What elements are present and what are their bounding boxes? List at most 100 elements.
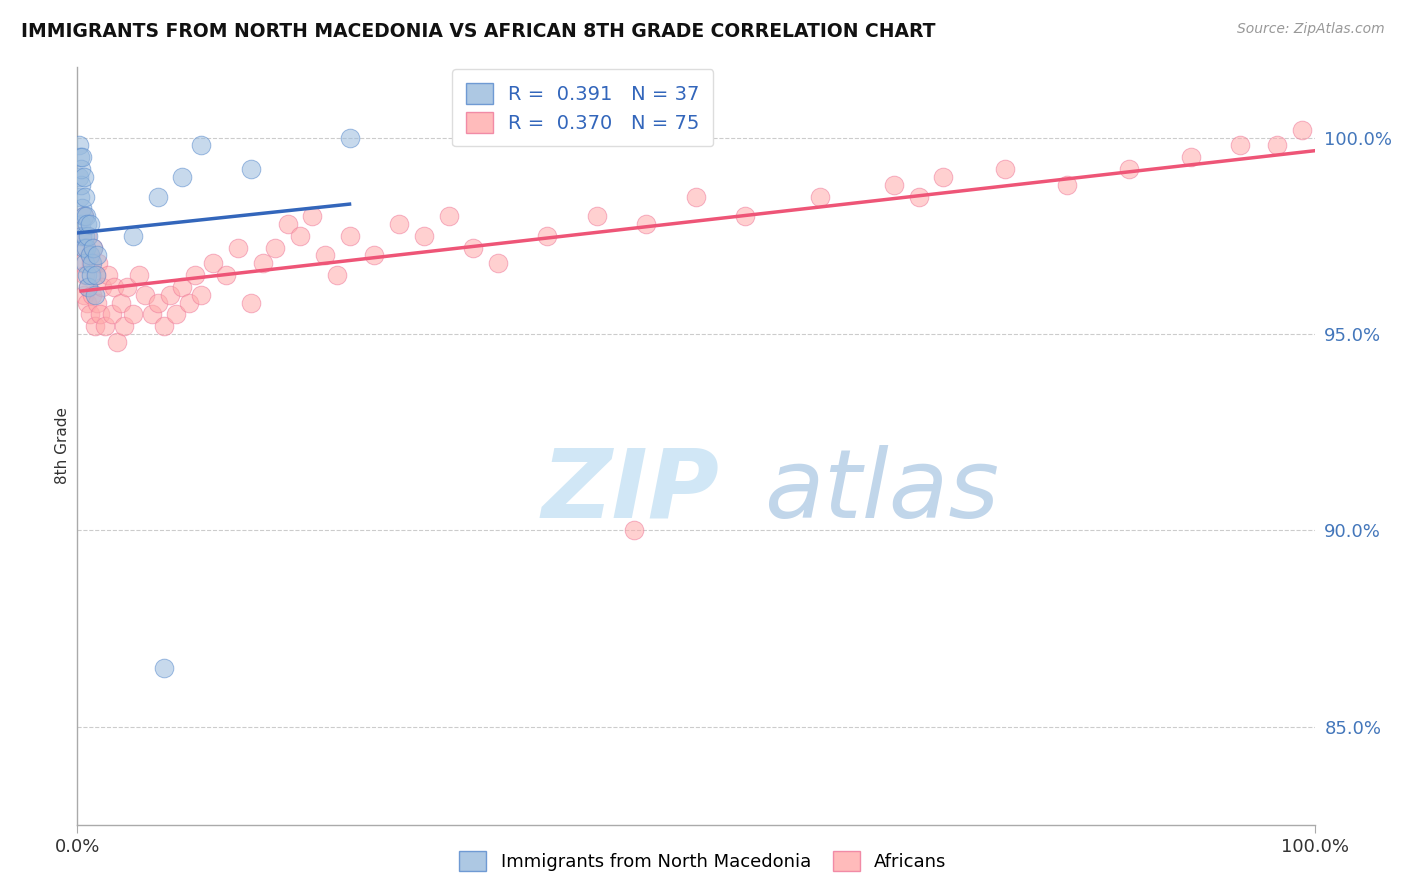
Point [388, 217, 411, 231]
Point [239, 295, 262, 310]
Point [190, 138, 212, 153]
Point [363, 248, 385, 262]
Point [190, 287, 212, 301]
Point [76, 295, 98, 310]
Text: IMMIGRANTS FROM NORTH MACEDONIA VS AFRICAN 8TH GRADE CORRELATION CHART: IMMIGRANTS FROM NORTH MACEDONIA VS AFRIC… [21, 22, 935, 41]
Point [69, 150, 91, 164]
Point [146, 189, 169, 203]
Point [73, 228, 96, 243]
Point [84, 268, 107, 282]
Point [339, 228, 361, 243]
Point [184, 268, 207, 282]
Point [87, 256, 110, 270]
Point [252, 256, 274, 270]
Legend: Immigrants from North Macedonia, Africans: Immigrants from North Macedonia, African… [453, 844, 953, 879]
Point [72, 169, 94, 184]
Point [486, 256, 509, 270]
Point [76, 217, 98, 231]
Point [177, 295, 200, 310]
Point [82, 256, 104, 270]
Point [883, 178, 905, 192]
Point [84, 268, 107, 282]
Point [586, 209, 609, 223]
Point [72, 228, 94, 243]
Point [314, 248, 336, 262]
Point [77, 228, 100, 243]
Point [86, 248, 108, 262]
Point [122, 307, 145, 321]
Point [101, 307, 124, 321]
Point [69, 189, 91, 203]
Point [70, 228, 93, 243]
Point [82, 241, 104, 255]
Point [82, 241, 104, 255]
Legend: R =  0.391   N = 37, R =  0.370   N = 75: R = 0.391 N = 37, R = 0.370 N = 75 [453, 69, 713, 146]
Point [112, 319, 135, 334]
Point [808, 189, 831, 203]
Point [215, 268, 238, 282]
Point [146, 295, 169, 310]
Point [77, 280, 100, 294]
Point [83, 287, 105, 301]
Point [301, 209, 323, 223]
Point [79, 248, 101, 262]
Point [1056, 178, 1078, 192]
Point [128, 268, 150, 282]
Point [239, 162, 262, 177]
Point [326, 268, 349, 282]
Text: ZIP: ZIP [541, 445, 720, 538]
Point [72, 202, 94, 216]
Point [77, 280, 100, 294]
Point [76, 268, 98, 282]
Point [141, 307, 163, 321]
Point [79, 217, 101, 231]
Point [1180, 150, 1202, 164]
Point [994, 162, 1017, 177]
Point [1229, 138, 1251, 153]
Point [67, 169, 90, 184]
Point [70, 162, 93, 177]
Point [172, 280, 194, 294]
Point [73, 189, 96, 203]
Point [75, 241, 97, 255]
Point [93, 319, 115, 334]
Point [70, 217, 93, 231]
Point [70, 178, 93, 192]
Point [110, 295, 132, 310]
Point [1291, 122, 1313, 136]
Point [932, 169, 955, 184]
Point [72, 256, 94, 270]
Point [463, 241, 485, 255]
Point [734, 209, 756, 223]
Point [153, 319, 176, 334]
Point [97, 268, 120, 282]
Point [437, 209, 460, 223]
Point [1118, 162, 1140, 177]
Point [1267, 138, 1289, 153]
Point [288, 228, 311, 243]
Point [72, 150, 94, 164]
Point [134, 287, 156, 301]
Point [82, 287, 104, 301]
Point [907, 189, 929, 203]
Point [75, 241, 97, 255]
Point [226, 241, 249, 255]
Point [685, 189, 707, 203]
Point [83, 319, 105, 334]
Point [623, 524, 645, 538]
Point [72, 241, 94, 255]
Point [412, 228, 434, 243]
Point [79, 307, 101, 321]
Point [73, 268, 96, 282]
Y-axis label: 8th Grade: 8th Grade [55, 408, 70, 484]
Point [339, 130, 361, 145]
Text: atlas: atlas [763, 445, 1000, 538]
Point [67, 138, 90, 153]
Point [153, 661, 176, 675]
Point [89, 307, 111, 321]
Point [80, 256, 103, 270]
Point [80, 268, 103, 282]
Point [636, 217, 658, 231]
Point [536, 228, 558, 243]
Point [165, 307, 187, 321]
